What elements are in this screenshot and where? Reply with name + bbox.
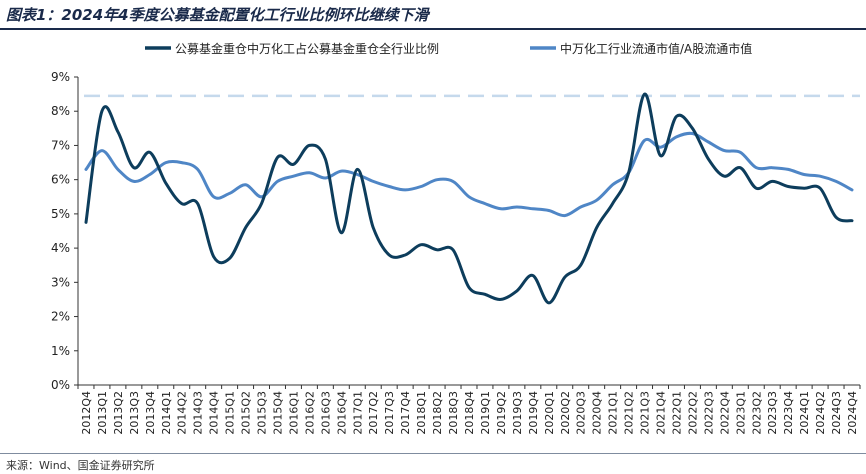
chart-legend: 公募基金重仓中万化工占公募基金重仓全行业比例 中万化工行业流通市值/A股流通市值 — [145, 41, 752, 56]
x-tick-label: 2020Q3 — [575, 391, 588, 435]
x-tick-label: 2019Q2 — [495, 391, 508, 435]
x-tick-label: 2024Q4 — [846, 391, 859, 435]
x-tick-label: 2021Q1 — [607, 391, 620, 435]
x-tick-label: 2013Q3 — [128, 391, 141, 435]
y-axis-ticks: 0% 1% 2% 3% 4% 5% 6% 7% 8% 9% — [51, 70, 78, 392]
x-axis-ticks: 2012Q4 2013Q1 2013Q2 2013Q3 2013Q4 2014Q1 2014… — [77, 385, 861, 435]
x-tick-label: 2021Q3 — [639, 391, 652, 435]
legend-label-series-1: 公募基金重仓中万化工占公募基金重仓全行业比例 — [175, 41, 439, 56]
x-tick-label: 2016Q4 — [335, 391, 348, 435]
x-tick-label: 2014Q2 — [176, 391, 189, 435]
x-tick-label: 2022Q3 — [702, 391, 715, 435]
series-line-2 — [84, 131, 854, 218]
x-tick-label: 2015Q4 — [271, 391, 284, 435]
x-tick-label: 2022Q1 — [670, 391, 683, 435]
x-tick-label: 2017Q1 — [351, 391, 364, 435]
x-tick-label: 2014Q3 — [192, 391, 205, 435]
x-tick-label: 2015Q2 — [240, 391, 253, 435]
x-tick-label: 2022Q2 — [686, 391, 699, 435]
x-tick-label: 2018Q1 — [415, 391, 428, 435]
x-tick-label: 2023Q3 — [766, 391, 779, 435]
y-tick-label: 0% — [51, 378, 70, 392]
x-tick-label: 2023Q4 — [782, 391, 795, 435]
y-tick-label: 4% — [51, 241, 70, 255]
y-tick-label: 9% — [51, 70, 70, 84]
source-note: 来源：Wind、国金证券研究所 — [6, 459, 155, 472]
x-tick-label: 2019Q1 — [479, 391, 492, 435]
y-tick-label: 8% — [51, 104, 70, 118]
x-tick-label: 2017Q3 — [383, 391, 396, 435]
figure-title: 图表1：2024年4季度公募基金配置化工行业比例环比继续下滑 — [6, 6, 429, 24]
x-tick-label: 2019Q4 — [527, 391, 540, 435]
x-tick-label: 2015Q3 — [256, 391, 269, 435]
x-tick-label: 2019Q3 — [511, 391, 524, 435]
x-tick-label: 2018Q3 — [447, 391, 460, 435]
x-tick-label: 2017Q4 — [399, 391, 412, 435]
x-tick-label: 2018Q4 — [463, 391, 476, 435]
series-line-1 — [84, 92, 854, 305]
x-tick-label: 2017Q2 — [367, 391, 380, 435]
x-tick-label: 2024Q1 — [798, 391, 811, 435]
x-tick-label: 2023Q1 — [734, 391, 747, 435]
y-tick-label: 3% — [51, 275, 70, 289]
y-tick-label: 5% — [51, 207, 70, 221]
x-tick-label: 2023Q2 — [750, 391, 763, 435]
chart-axes — [77, 77, 860, 386]
x-tick-label: 2016Q2 — [303, 391, 316, 435]
y-tick-label: 6% — [51, 173, 70, 187]
x-tick-label: 2013Q2 — [112, 391, 125, 435]
x-tick-label: 2013Q4 — [144, 391, 157, 435]
y-tick-label: 2% — [51, 310, 70, 324]
x-tick-label: 2015Q1 — [224, 391, 237, 435]
x-tick-label: 2012Q4 — [80, 391, 93, 435]
source-divider — [0, 453, 866, 454]
x-tick-label: 2014Q1 — [160, 391, 173, 435]
y-tick-label: 7% — [51, 138, 70, 152]
line-chart: 公募基金重仓中万化工占公募基金重仓全行业比例 中万化工行业流通市值/A股流通市值… — [51, 41, 861, 435]
x-tick-label: 2020Q2 — [559, 391, 572, 435]
x-tick-label: 2016Q1 — [287, 391, 300, 435]
x-tick-label: 2018Q2 — [431, 391, 444, 435]
x-tick-label: 2020Q1 — [543, 391, 556, 435]
x-tick-label: 2021Q2 — [623, 391, 636, 435]
x-tick-label: 2024Q3 — [830, 391, 843, 435]
y-tick-label: 1% — [51, 344, 70, 358]
x-tick-label: 2021Q4 — [655, 391, 668, 435]
x-tick-label: 2024Q2 — [814, 391, 827, 435]
x-tick-label: 2022Q4 — [718, 391, 731, 435]
series-lines — [84, 92, 854, 305]
x-tick-label: 2020Q4 — [591, 391, 604, 435]
legend-label-series-2: 中万化工行业流通市值/A股流通市值 — [560, 41, 752, 56]
x-tick-label: 2014Q4 — [208, 391, 221, 435]
x-tick-label: 2016Q3 — [319, 391, 332, 435]
x-tick-label: 2013Q1 — [96, 391, 109, 435]
title-divider — [0, 28, 866, 30]
